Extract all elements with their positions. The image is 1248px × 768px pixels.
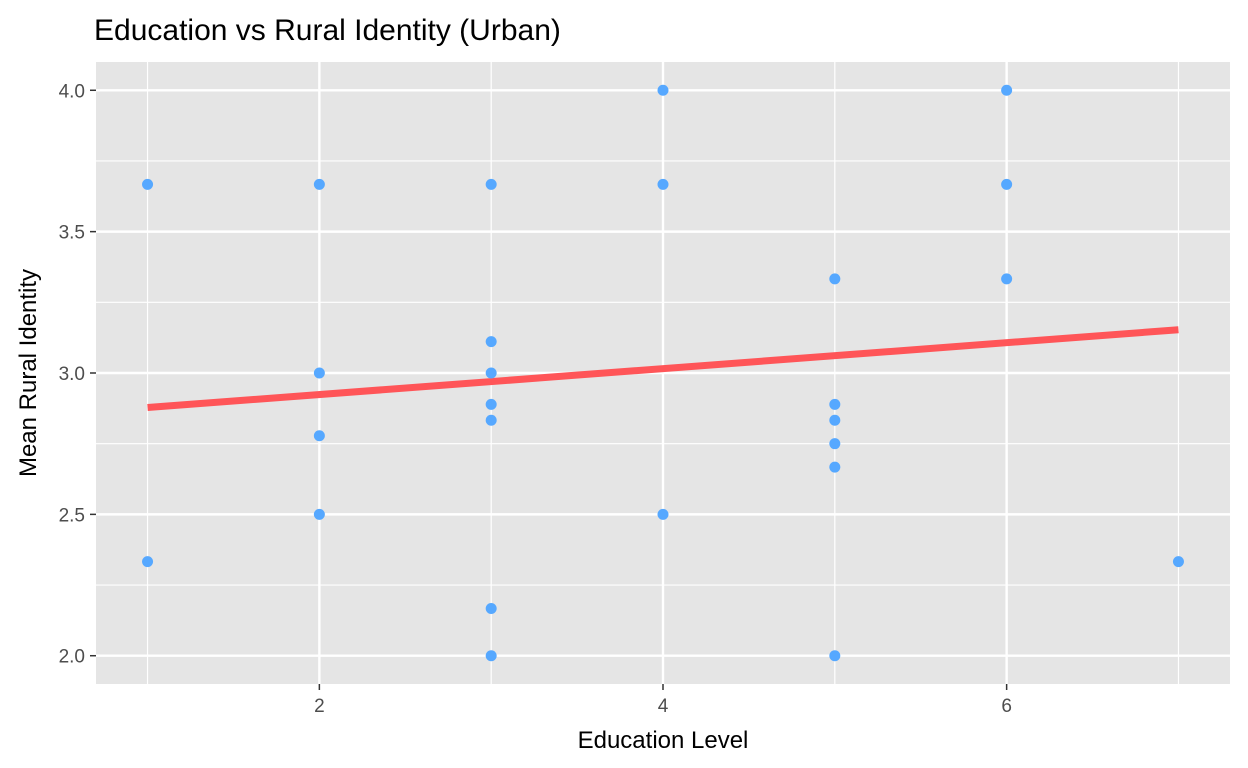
data-point bbox=[657, 508, 669, 520]
data-point bbox=[1001, 273, 1013, 285]
x-tick-label: 2 bbox=[314, 696, 325, 717]
data-point bbox=[829, 414, 841, 426]
data-point bbox=[829, 438, 841, 450]
data-point bbox=[142, 178, 154, 190]
y-axis-ticks: 2.0 2.5 3.0 3.5 4.0 bbox=[59, 81, 96, 668]
trend-line bbox=[147, 326, 1179, 411]
data-point bbox=[313, 367, 325, 379]
x-axis-ticks: 2 4 6 bbox=[314, 684, 1012, 717]
chart-title: Education vs Rural Identity (Urban) bbox=[94, 14, 561, 47]
x-axis-title: Education Level bbox=[578, 727, 749, 754]
data-point bbox=[1172, 556, 1184, 568]
y-axis-title: Mean Rural Identity bbox=[15, 269, 42, 477]
data-point bbox=[313, 178, 325, 190]
x-tick-label: 6 bbox=[1001, 696, 1012, 717]
trend-layer bbox=[147, 326, 1179, 411]
data-point bbox=[829, 650, 841, 662]
data-point bbox=[313, 430, 325, 442]
data-point bbox=[485, 650, 497, 662]
data-point bbox=[1001, 84, 1013, 96]
data-point bbox=[485, 336, 497, 348]
data-points bbox=[142, 84, 1184, 662]
y-tick-label: 2.5 bbox=[59, 505, 85, 526]
y-tick-label: 4.0 bbox=[59, 81, 85, 102]
data-point bbox=[485, 603, 497, 615]
y-tick-label: 3.5 bbox=[59, 223, 85, 244]
x-tick-label: 4 bbox=[658, 696, 669, 717]
data-point bbox=[657, 178, 669, 190]
data-point bbox=[142, 556, 154, 568]
data-point bbox=[485, 398, 497, 410]
data-point bbox=[657, 84, 669, 96]
y-tick-label: 3.0 bbox=[59, 364, 85, 385]
y-tick-label: 2.0 bbox=[59, 647, 85, 668]
data-point bbox=[1001, 178, 1013, 190]
data-point bbox=[485, 367, 497, 379]
data-point bbox=[485, 178, 497, 190]
data-point bbox=[485, 414, 497, 426]
data-point bbox=[829, 273, 841, 285]
grid-major-lines bbox=[96, 62, 1230, 684]
data-point bbox=[313, 508, 325, 520]
data-point bbox=[829, 461, 841, 473]
data-point bbox=[829, 398, 841, 410]
